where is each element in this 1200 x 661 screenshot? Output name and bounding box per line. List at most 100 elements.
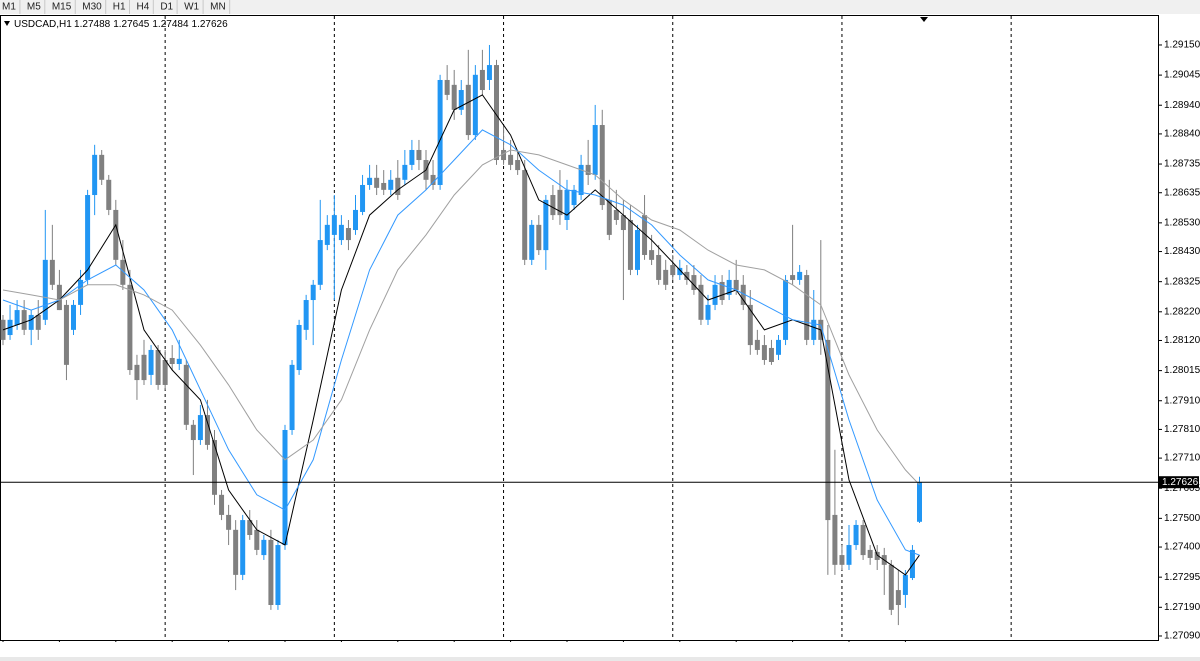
header-arrow	[4, 21, 10, 26]
candle-body	[197, 415, 203, 441]
candle-body	[176, 358, 182, 365]
y-tick-label: 1.28120	[1164, 335, 1200, 346]
candle-body	[388, 179, 394, 190]
y-tick-label: 1.28015	[1164, 365, 1200, 376]
candle-body	[691, 275, 697, 290]
symbol-period: USDCAD,H1	[14, 19, 72, 30]
y-tick-label: 1.28325	[1164, 276, 1200, 287]
candle-body	[712, 284, 718, 305]
timeframe-button[interactable]: H4	[137, 2, 150, 13]
candle-body	[909, 549, 915, 579]
candle-body	[134, 364, 140, 381]
candle-body	[268, 539, 274, 605]
candle-body	[14, 310, 20, 325]
candle-body	[776, 339, 781, 355]
candle-body	[282, 429, 288, 546]
candle-body	[895, 590, 901, 605]
candle-body	[508, 154, 514, 165]
candle-body	[888, 564, 894, 610]
candle-body	[71, 304, 76, 330]
y-tick-label: 1.28840	[1164, 129, 1200, 140]
candle-body	[169, 357, 175, 365]
candle-body	[860, 524, 866, 556]
candle-body	[42, 259, 48, 320]
candle-body	[599, 125, 605, 206]
candle-body	[663, 269, 669, 285]
timeframe-button[interactable]: H1	[113, 2, 126, 13]
candle-body	[606, 199, 612, 235]
timeframe-button[interactable]: W1	[184, 2, 199, 13]
candle-body	[275, 545, 281, 605]
period-separators	[164, 16, 1012, 640]
y-tick-label: 1.29150	[1164, 40, 1200, 51]
chart-shift-marker	[920, 17, 928, 22]
candle-body	[409, 149, 415, 165]
candle-body	[867, 549, 873, 558]
candle-body	[233, 529, 239, 575]
candle-body	[416, 149, 422, 161]
bottom-strip	[0, 657, 1200, 661]
candle-body	[494, 65, 499, 161]
candle-body	[162, 359, 168, 385]
candle-body	[183, 364, 189, 425]
candle-body	[740, 284, 746, 305]
candle-body	[839, 555, 845, 565]
y-tick-label: 1.27295	[1164, 572, 1200, 583]
candle-body	[345, 228, 351, 241]
candle-body	[204, 415, 210, 445]
candle-body	[564, 189, 570, 220]
candle-body	[684, 271, 690, 280]
candle-body	[395, 177, 401, 196]
candle-body	[310, 284, 316, 301]
candle-body	[522, 170, 528, 260]
candle-body	[486, 65, 492, 80]
header-high: 1.27645	[113, 19, 150, 30]
timeframe-button[interactable]: MN	[210, 2, 226, 13]
timeframe-button[interactable]: M15	[52, 2, 72, 13]
candle-body	[656, 254, 662, 280]
candle-body	[331, 215, 337, 235]
candle-body	[783, 279, 789, 340]
candle-body	[127, 284, 133, 371]
candle-body	[430, 174, 436, 185]
candle-body	[360, 184, 366, 212]
candle-body	[106, 179, 112, 210]
timeframe-button[interactable]: M1	[2, 2, 16, 13]
y-tick-label: 1.27810	[1164, 424, 1200, 435]
candle-body	[620, 215, 626, 231]
moving-average-line	[2, 129, 920, 556]
candle-body	[317, 240, 323, 285]
timeframe-buttons: M1 M5 M15 M30 H1 H4 D1 W1 MN	[2, 0, 231, 14]
candle-body	[444, 79, 450, 95]
y-tick-label: 1.27710	[1164, 453, 1200, 464]
candle-body	[515, 160, 521, 171]
candle-body	[303, 300, 309, 330]
candle-body	[529, 224, 535, 260]
candle-body	[719, 281, 725, 301]
candle-body	[85, 195, 91, 280]
time-axis-bg	[0, 642, 1200, 661]
candle-body	[63, 304, 69, 365]
y-tick-label: 1.27190	[1164, 602, 1200, 613]
candle-body	[747, 304, 753, 346]
candle-body	[338, 224, 344, 241]
candle-body	[557, 189, 563, 216]
candle-body	[324, 224, 330, 245]
timeframe-button[interactable]: M5	[27, 2, 41, 13]
candle-body	[501, 149, 507, 161]
y-tick-label: 1.27910	[1164, 395, 1200, 406]
candle-body	[148, 349, 154, 375]
header-low: 1.27484	[152, 19, 189, 30]
timeframe-button[interactable]: D1	[160, 2, 173, 13]
y-tick-label: 1.27400	[1164, 542, 1200, 553]
candle-body	[465, 84, 471, 136]
candle-body	[261, 539, 267, 556]
candle-body	[479, 69, 485, 91]
candle-body	[670, 265, 676, 276]
candle-body	[451, 84, 457, 110]
candle-body	[804, 275, 810, 340]
candle-body	[367, 177, 373, 185]
plot	[0, 44, 1158, 626]
timeframe-button[interactable]: M30	[82, 2, 102, 13]
candle-body	[917, 482, 922, 522]
